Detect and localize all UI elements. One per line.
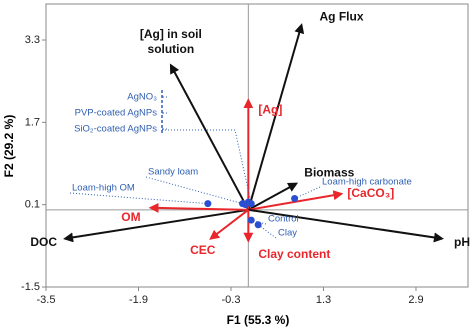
observation-point — [247, 216, 255, 224]
x-tick-label: 1.3 — [316, 294, 331, 306]
vector-label: Ag Flux — [320, 9, 364, 23]
leader — [162, 129, 252, 204]
point-label: Loam-high OM — [72, 183, 135, 194]
vector-label: Biomass — [304, 166, 354, 180]
y-axis-label: F2 (29.2 %) — [2, 115, 16, 178]
vector-label: [Ag] in soil solution — [140, 27, 202, 56]
loading-vector — [209, 209, 249, 240]
vector-label: [CaCO₃] — [347, 186, 394, 200]
point-label: Control — [268, 214, 299, 225]
loading-vector — [169, 63, 250, 211]
x-tick-label: 2.9 — [408, 294, 423, 306]
observation-point — [204, 200, 212, 208]
leader — [257, 224, 277, 239]
x-tick-label: -3.5 — [37, 294, 56, 306]
loading-vector — [63, 208, 249, 243]
observation-point — [291, 194, 299, 202]
loading-vector — [247, 23, 305, 211]
point-label: AgNO₃ — [127, 92, 157, 103]
x-tick-label: -1.9 — [129, 294, 148, 306]
plot-frame — [45, 3, 469, 288]
leader — [69, 192, 208, 205]
loading-vector — [247, 182, 299, 211]
loading-vector — [248, 208, 444, 243]
y-tick-label: -1.5 — [21, 281, 40, 293]
y-tick-label: 1.7 — [25, 116, 40, 128]
leader — [294, 186, 321, 199]
point-label: PVP-coated AgNPs — [75, 108, 158, 119]
point-label: Clay — [278, 228, 297, 239]
observation-point — [254, 221, 262, 229]
vector-label: DOC — [30, 235, 57, 249]
observation-point — [247, 200, 255, 208]
y-tick-label: 3.3 — [25, 34, 40, 46]
x-axis-label: F1 (55.3 %) — [227, 313, 290, 327]
vector-label: OM — [121, 210, 140, 224]
vector-label: pH — [454, 235, 470, 249]
y-tick-label: 0.1 — [25, 199, 40, 211]
vector-label: [Ag] — [258, 102, 282, 116]
x-tick-label: -0.3 — [222, 294, 241, 306]
loading-vector — [148, 202, 249, 213]
vector-label: CEC — [190, 243, 216, 257]
observation-point — [239, 200, 247, 208]
point-label: SiO₂-coated AgNPs — [74, 124, 157, 135]
point-label: Sandy loam — [148, 167, 198, 178]
point-label: Loam-high carbonate — [322, 177, 412, 188]
vector-label: Clay content — [258, 247, 330, 261]
